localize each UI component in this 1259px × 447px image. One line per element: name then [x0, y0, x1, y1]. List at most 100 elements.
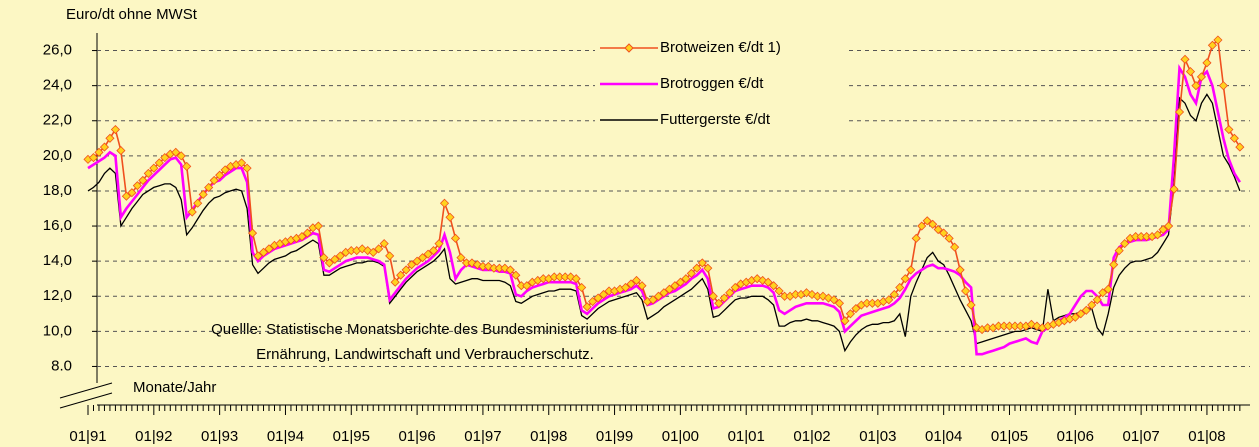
data-point: [401, 265, 411, 275]
data-point: [445, 212, 455, 222]
x-tick-label: 01|97: [464, 428, 501, 445]
data-point: [648, 295, 658, 305]
data-point: [1218, 81, 1228, 91]
data-point: [368, 247, 378, 257]
data-point: [730, 282, 740, 293]
data-point: [686, 268, 696, 279]
data-point: [1120, 239, 1130, 249]
data-point: [1213, 35, 1223, 45]
data-point: [1180, 54, 1190, 64]
data-point: [505, 265, 515, 275]
data-point: [829, 295, 839, 305]
data-point: [1076, 309, 1086, 319]
data-point: [319, 253, 329, 263]
data-point: [1185, 67, 1196, 77]
y-tick-label: 26,0: [43, 42, 72, 59]
data-point: [182, 161, 192, 171]
x-tick-label: 01|93: [201, 428, 238, 445]
data-point: [390, 277, 400, 287]
data-point: [681, 274, 691, 284]
data-point: [933, 224, 943, 235]
data-point: [911, 233, 921, 243]
data-point: [900, 274, 910, 284]
data-point: [242, 163, 252, 173]
data-point: [204, 182, 214, 193]
data-point: [895, 282, 905, 293]
data-point: [1081, 305, 1091, 315]
data-point: [193, 198, 203, 208]
data-point: [1202, 58, 1212, 68]
data-point: [1092, 295, 1102, 305]
x-tick-label: 01|07: [1122, 428, 1159, 445]
x-tick-label: 01|03: [859, 428, 896, 445]
data-point: [884, 295, 894, 305]
source-note: Quellle: Statistische Monatsberichte des…: [211, 321, 639, 338]
data-point: [450, 233, 461, 243]
data-point: [577, 282, 587, 293]
data-point: [143, 168, 153, 178]
data-point: [1229, 133, 1239, 143]
data-point: [1169, 184, 1179, 194]
data-point: [1098, 288, 1108, 298]
data-point: [631, 275, 642, 286]
data-point: [966, 300, 976, 310]
data-point: [198, 189, 208, 200]
data-point: [302, 228, 312, 238]
data-point: [1196, 72, 1207, 82]
data-point: [944, 233, 954, 243]
y-tick-label: 22,0: [43, 112, 72, 129]
data-point: [637, 281, 647, 291]
data-point: [675, 277, 685, 287]
data-point: [313, 221, 323, 231]
legend-label: Futtergerste €/dt: [660, 111, 771, 128]
y-tick-label: 10,0: [43, 322, 72, 339]
data-point: [511, 270, 521, 280]
y-tick-label: 8.0: [51, 357, 72, 374]
data-point: [593, 293, 603, 303]
data-point: [1174, 107, 1185, 117]
data-point: [176, 151, 186, 161]
data-point: [264, 244, 274, 254]
data-point: [961, 286, 971, 296]
data-point: [922, 216, 932, 226]
data-point: [324, 258, 334, 268]
axis-break: [59, 382, 113, 399]
data-point: [917, 221, 927, 231]
legend-label: Brotweizen €/dt 1): [660, 39, 781, 56]
data-point: [209, 175, 219, 185]
data-point: [1114, 246, 1124, 256]
data-point: [840, 316, 850, 326]
x-tick-label: 01|94: [267, 428, 304, 445]
x-tick-label: 01|99: [596, 428, 633, 445]
legend-marker: [624, 43, 634, 53]
data-point: [1158, 224, 1168, 235]
data-point: [692, 263, 702, 273]
data-point: [374, 244, 384, 254]
x-tick-label: 01|92: [135, 428, 172, 445]
data-point: [703, 263, 713, 273]
data-point: [385, 251, 395, 261]
data-point: [906, 265, 916, 275]
data-point: [1235, 142, 1245, 152]
y-axis-label: Euro/dt ohne MWSt: [66, 6, 198, 23]
data-point: [769, 281, 779, 291]
x-tick-label: 01|00: [662, 428, 699, 445]
data-point: [1103, 284, 1113, 294]
data-point: [423, 249, 433, 259]
data-point: [418, 253, 428, 263]
data-point: [132, 181, 142, 191]
data-point: [99, 142, 110, 152]
y-tick-label: 18,0: [43, 182, 72, 199]
data-point: [659, 288, 669, 298]
x-tick-label: 01|02: [793, 428, 830, 445]
x-tick-label: 01|06: [1057, 428, 1094, 445]
data-point: [1163, 221, 1174, 231]
data-point: [620, 282, 631, 293]
data-point: [247, 228, 258, 238]
data-point: [522, 281, 532, 291]
data-point: [149, 163, 159, 173]
data-point: [407, 260, 417, 270]
data-point: [171, 147, 181, 157]
x-tick-label: 01|95: [333, 428, 370, 445]
